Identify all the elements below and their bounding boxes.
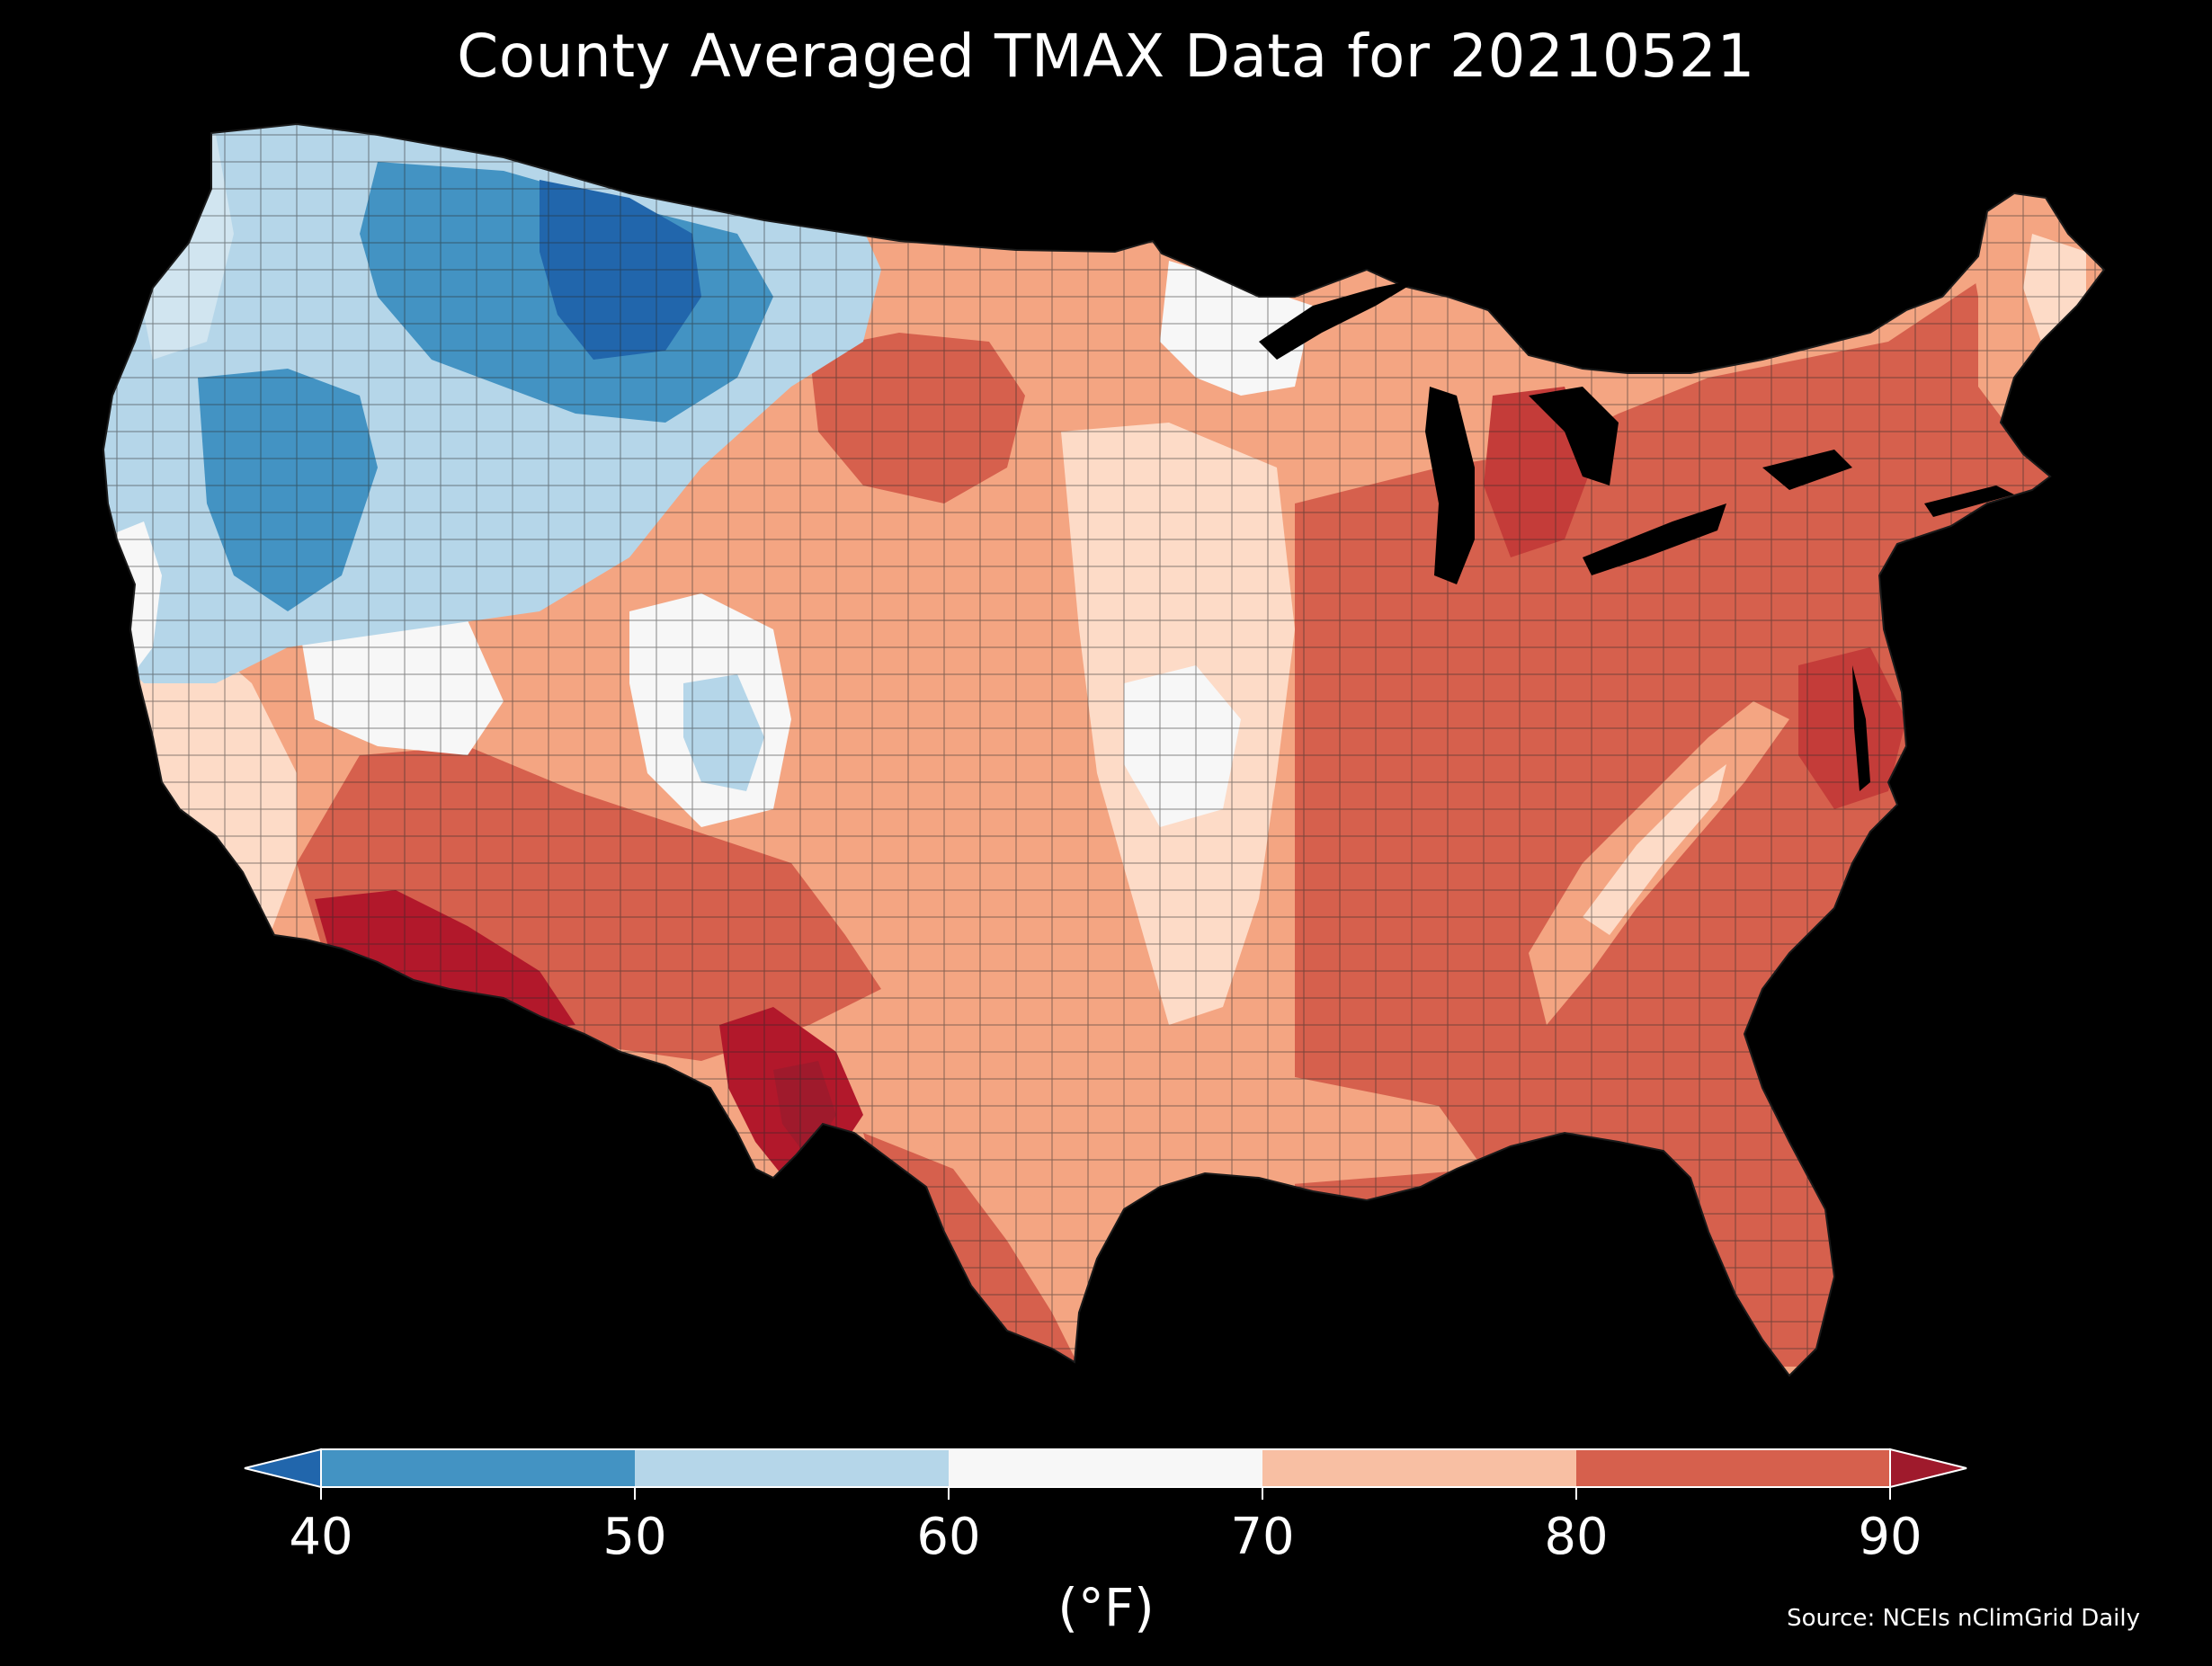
map-region-great-basin bbox=[297, 602, 504, 755]
map-region-dakotas-hot bbox=[809, 333, 1025, 503]
map-region-california-coast bbox=[126, 620, 297, 935]
map-title: County Averaged TMAX Data for 20210521 bbox=[457, 22, 1755, 91]
map-region-colorado-high bbox=[683, 674, 764, 791]
colorbar-tick-label: 90 bbox=[1858, 1508, 1922, 1566]
chesapeake-bay bbox=[1852, 665, 1870, 791]
colorbar-tick-label: 40 bbox=[289, 1508, 353, 1566]
colorbar-tick-label: 70 bbox=[1230, 1508, 1295, 1566]
colorbar-bin-40-50 bbox=[321, 1449, 635, 1487]
colorbar-frame bbox=[320, 1448, 1891, 1488]
colorbar-ticks bbox=[320, 1487, 1891, 1500]
colorbar-extend-low bbox=[244, 1448, 322, 1489]
lake-ontario bbox=[1762, 450, 1852, 490]
lake-huron bbox=[1529, 387, 1619, 486]
source-credit: Source: NCEIs nClimGrid Daily bbox=[1787, 1605, 2140, 1632]
colorbar-extend-high bbox=[1889, 1448, 1967, 1489]
colorbar-bin-80-90 bbox=[1576, 1449, 1890, 1487]
colorbar-tick-label: 50 bbox=[602, 1508, 667, 1566]
colorbar-units-label: (°F) bbox=[1057, 1577, 1155, 1638]
map-region-gulf-coast bbox=[899, 1034, 1484, 1205]
lake-michigan bbox=[1425, 387, 1475, 584]
colorbar-bin-60-70 bbox=[949, 1449, 1262, 1487]
colorbar bbox=[244, 1448, 1967, 1500]
lake-superior bbox=[1259, 279, 1421, 360]
colorbar-bin-50-60 bbox=[635, 1449, 949, 1487]
long-island-sound bbox=[1924, 486, 2014, 517]
lake-erie bbox=[1583, 503, 1726, 575]
map-region-ridge-core bbox=[1583, 764, 1726, 935]
colorbar-bin-70-80 bbox=[1262, 1449, 1576, 1487]
map-region-kansas-cool bbox=[1124, 665, 1241, 827]
great-lakes bbox=[1259, 279, 1852, 584]
colorbar-tick-label: 60 bbox=[916, 1508, 981, 1566]
colorbar-tick-label: 80 bbox=[1544, 1508, 1609, 1566]
